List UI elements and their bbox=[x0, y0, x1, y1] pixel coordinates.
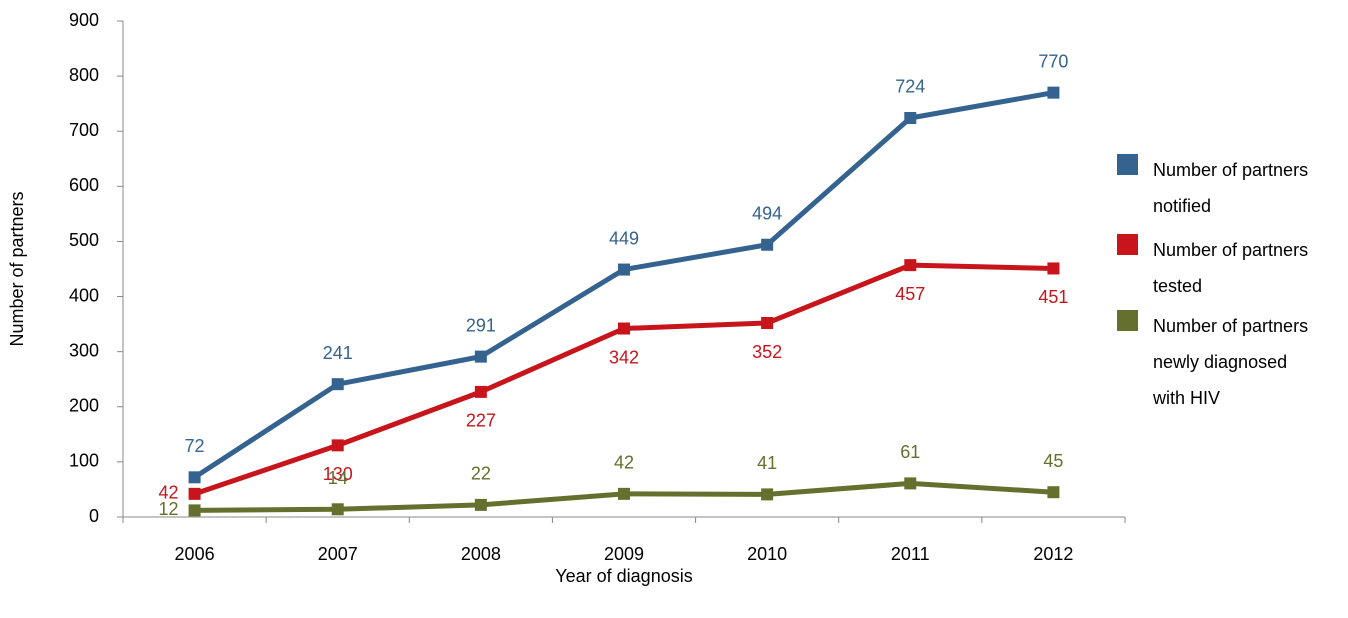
y-tick-label: 700 bbox=[69, 120, 99, 140]
y-tick-label: 900 bbox=[69, 10, 99, 30]
point-marker bbox=[904, 259, 917, 272]
x-tick-label: 2008 bbox=[461, 544, 501, 564]
point-marker bbox=[188, 504, 201, 517]
point-marker bbox=[474, 350, 487, 363]
data-label: 61 bbox=[900, 442, 920, 462]
legend-label: Number of partners newly diagnosed with … bbox=[1153, 316, 1309, 408]
data-label: 72 bbox=[185, 436, 205, 456]
x-axis-title: Year of diagnosis bbox=[555, 566, 692, 586]
legend-entry: Number of partners notified bbox=[1117, 152, 1342, 224]
data-label: 41 bbox=[757, 453, 777, 473]
point-marker bbox=[761, 317, 774, 330]
data-label: 451 bbox=[1038, 287, 1068, 307]
x-tick-label: 2009 bbox=[604, 544, 644, 564]
data-label: 352 bbox=[752, 342, 782, 362]
data-label: 45 bbox=[1043, 451, 1063, 471]
legend-entry: Number of partners tested bbox=[1117, 232, 1342, 304]
point-marker bbox=[761, 238, 774, 251]
y-tick-label: 400 bbox=[69, 285, 99, 305]
data-label: 449 bbox=[609, 228, 639, 248]
point-marker bbox=[618, 263, 630, 276]
data-label: 227 bbox=[466, 411, 496, 431]
y-tick-label: 200 bbox=[69, 396, 99, 416]
legend-entry: Number of partners newly diagnosed with … bbox=[1117, 308, 1342, 416]
x-tick-label: 2010 bbox=[747, 544, 787, 564]
point-marker bbox=[904, 111, 917, 124]
x-tick-label: 2012 bbox=[1033, 544, 1073, 564]
x-tick-label: 2007 bbox=[318, 544, 358, 564]
legend-swatch bbox=[1117, 154, 1138, 175]
data-label: 291 bbox=[466, 315, 496, 335]
y-tick-label: 100 bbox=[69, 451, 99, 471]
point-marker bbox=[904, 477, 917, 490]
point-marker bbox=[761, 488, 774, 501]
legend-swatch bbox=[1117, 234, 1138, 255]
data-label: 130 bbox=[323, 464, 353, 484]
legend-label: Number of partners notified bbox=[1153, 160, 1309, 216]
y-axis-title: Number of partners bbox=[7, 191, 27, 346]
point-marker bbox=[188, 471, 201, 484]
legend-label: Number of partners tested bbox=[1153, 240, 1309, 296]
point-marker bbox=[474, 498, 487, 511]
y-tick-label: 600 bbox=[69, 175, 99, 195]
y-tick-label: 500 bbox=[69, 230, 99, 250]
point-marker bbox=[331, 378, 344, 391]
data-label: 724 bbox=[895, 77, 925, 97]
data-label: 241 bbox=[323, 343, 353, 363]
x-tick-label: 2011 bbox=[891, 544, 930, 564]
x-tick-label: 2006 bbox=[175, 544, 215, 564]
data-label: 494 bbox=[752, 204, 782, 224]
data-label: 342 bbox=[609, 347, 639, 367]
point-marker bbox=[1047, 262, 1060, 275]
data-label: 42 bbox=[614, 453, 634, 473]
data-label: 770 bbox=[1038, 51, 1068, 71]
point-marker bbox=[331, 439, 344, 452]
data-label: 457 bbox=[895, 284, 925, 304]
legend-swatch bbox=[1117, 310, 1138, 331]
point-marker bbox=[1047, 486, 1060, 499]
point-marker bbox=[188, 487, 201, 500]
point-marker bbox=[331, 503, 344, 516]
point-marker bbox=[618, 487, 630, 500]
data-label: 42 bbox=[159, 483, 179, 503]
point-marker bbox=[618, 322, 630, 335]
y-tick-label: 800 bbox=[69, 65, 99, 85]
data-label: 14 bbox=[328, 468, 348, 488]
data-label: 12 bbox=[159, 499, 179, 519]
y-tick-label: 300 bbox=[69, 340, 99, 360]
data-label: 22 bbox=[471, 464, 491, 484]
point-marker bbox=[474, 385, 487, 398]
point-marker bbox=[1047, 86, 1060, 99]
y-tick-label: 0 bbox=[89, 506, 99, 526]
